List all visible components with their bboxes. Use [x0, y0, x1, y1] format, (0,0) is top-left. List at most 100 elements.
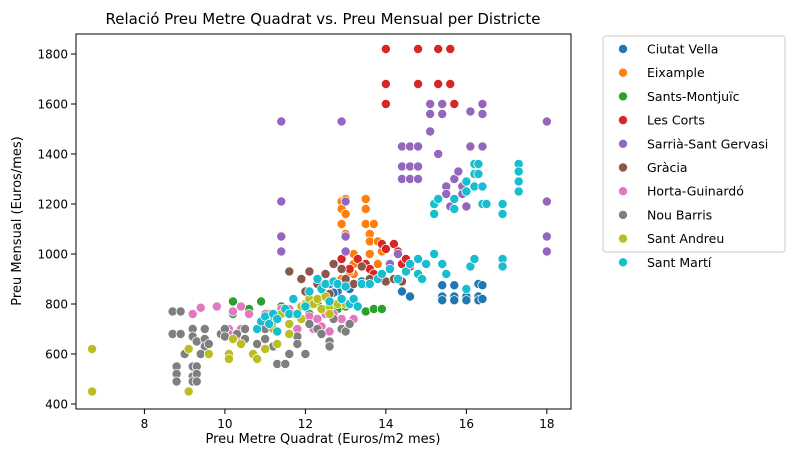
- data-point: [513, 176, 524, 187]
- data-point: [223, 353, 234, 364]
- data-point: [449, 193, 460, 204]
- data-point: [336, 116, 347, 127]
- data-point: [473, 158, 484, 169]
- data-point: [392, 248, 403, 259]
- data-point: [413, 44, 424, 55]
- data-point: [199, 323, 210, 334]
- data-point: [336, 293, 347, 304]
- legend-label: Eixample: [647, 65, 705, 80]
- y-tick-label: 1000: [37, 248, 68, 262]
- data-point: [461, 176, 472, 187]
- data-point: [469, 253, 480, 264]
- data-point: [541, 196, 552, 207]
- y-tick-label: 600: [45, 348, 68, 362]
- legend: Ciutat Vella Eixample Sants-Montjuïc Les Co…: [602, 35, 786, 270]
- legend-marker: [618, 162, 629, 173]
- data-point: [360, 203, 371, 214]
- data-point: [203, 338, 214, 349]
- x-axis-label: Preu Metre Quadrat (Euros/m2 mes): [205, 432, 440, 447]
- data-point: [441, 188, 452, 199]
- data-point: [252, 353, 263, 364]
- data-point: [276, 116, 287, 127]
- series-8: [87, 291, 351, 397]
- data-point: [320, 268, 331, 279]
- data-point: [324, 341, 335, 352]
- plot-frame: [75, 33, 572, 410]
- data-point: [421, 258, 432, 269]
- data-point: [465, 106, 476, 117]
- data-point: [292, 308, 303, 319]
- data-point: [364, 278, 375, 289]
- data-point: [203, 348, 214, 359]
- legend-label: Horta-Guinardó: [647, 184, 744, 199]
- data-point: [477, 280, 488, 291]
- data-point: [244, 308, 255, 319]
- data-point: [449, 295, 460, 306]
- legend-marker: [618, 44, 629, 55]
- data-point: [256, 296, 267, 307]
- data-point: [449, 280, 460, 291]
- data-point: [380, 243, 391, 254]
- data-point: [292, 338, 303, 349]
- data-point: [461, 295, 472, 306]
- legend-frame: [602, 35, 786, 253]
- y-tick-label: 1200: [37, 198, 68, 212]
- series-7: [167, 306, 355, 387]
- data-point: [513, 186, 524, 197]
- data-point: [376, 268, 387, 279]
- chart-title: Relació Preu Metre Quadrat vs. Preu Mens…: [105, 10, 540, 28]
- data-point: [445, 44, 456, 55]
- data-point: [324, 296, 335, 307]
- data-point: [541, 246, 552, 257]
- data-point: [336, 263, 347, 274]
- data-point: [541, 231, 552, 242]
- data-point: [227, 333, 238, 344]
- data-point: [211, 301, 222, 312]
- data-point: [441, 268, 452, 279]
- data-point: [260, 333, 271, 344]
- data-point: [264, 318, 275, 329]
- y-tick-label: 1800: [37, 48, 68, 62]
- data-point: [413, 173, 424, 184]
- data-point: [477, 109, 488, 120]
- data-point: [413, 161, 424, 172]
- data-point: [461, 201, 472, 212]
- data-point: [235, 301, 246, 312]
- legend-marker: [618, 115, 629, 126]
- data-point: [340, 246, 351, 257]
- data-point: [284, 266, 295, 277]
- data-point: [380, 79, 391, 90]
- legend-label: Les Corts: [647, 113, 705, 128]
- data-point: [380, 44, 391, 55]
- data-point: [437, 280, 448, 291]
- data-point: [300, 348, 311, 359]
- data-point: [284, 328, 295, 339]
- y-axis-label: Preu Mensual (Euros/mes): [10, 136, 25, 305]
- data-point: [405, 291, 416, 302]
- legend-marker: [618, 91, 629, 102]
- legend-marker: [618, 233, 629, 244]
- legend-marker: [618, 209, 629, 220]
- data-point: [405, 258, 416, 269]
- data-point: [433, 193, 444, 204]
- data-point: [376, 303, 387, 314]
- data-point: [368, 218, 379, 229]
- legend-label: Ciutat Vella: [647, 42, 718, 57]
- data-point: [260, 343, 271, 354]
- data-point: [183, 386, 194, 397]
- legend-marker: [618, 138, 629, 149]
- data-point: [417, 273, 428, 284]
- data-point: [413, 141, 424, 152]
- data-point: [541, 116, 552, 127]
- data-point: [449, 203, 460, 214]
- data-point: [364, 248, 375, 259]
- data-point: [175, 306, 186, 317]
- data-point: [433, 44, 444, 55]
- data-point: [425, 109, 436, 120]
- data-point: [429, 208, 440, 219]
- x-tick-label: 16: [459, 417, 474, 431]
- data-point: [429, 248, 440, 259]
- data-point: [465, 141, 476, 152]
